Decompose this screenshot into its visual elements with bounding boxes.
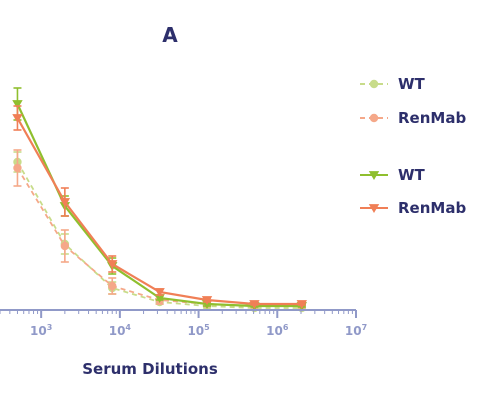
series-solid-renmab [12, 105, 307, 309]
legend-marker [368, 171, 380, 180]
chart-title: A [162, 23, 178, 47]
legend-label: RenMab [398, 199, 466, 217]
data-point [154, 294, 165, 303]
x-tick-label: 106 [266, 323, 289, 338]
x-tick-exponent: 7 [362, 323, 368, 332]
legend-label: RenMab [398, 109, 466, 127]
x-tick-base: 10 [345, 324, 362, 338]
data-point [12, 100, 23, 109]
x-tick-exponent: 4 [125, 323, 131, 332]
legend-label: WT [398, 75, 426, 93]
legend-item: RenMab [360, 199, 466, 217]
x-tick-base: 10 [109, 324, 126, 338]
x-tick-base: 10 [187, 324, 204, 338]
x-tick-label: 103 [30, 323, 52, 338]
series-line [16, 117, 302, 306]
data-point [107, 260, 118, 269]
data-point [59, 198, 71, 207]
x-tick-label: 105 [187, 323, 210, 338]
x-tick-label: 104 [109, 323, 132, 338]
x-tick-base: 10 [30, 324, 47, 338]
legend: WT RenMab WT RenMab [360, 75, 466, 217]
legend-label: WT [398, 166, 426, 184]
data-point [154, 288, 165, 297]
legend-marker [368, 204, 380, 213]
data-point [296, 300, 307, 309]
x-tick-exponent: 6 [283, 323, 289, 332]
legend-marker [369, 113, 379, 123]
x-tick-label: 107 [345, 323, 367, 338]
data-point [13, 163, 22, 173]
legend-item: WT [360, 75, 426, 93]
series-line [16, 103, 302, 308]
x-tick-exponent: 5 [204, 323, 210, 332]
legend-marker [369, 79, 379, 89]
series-line [16, 161, 302, 309]
legend-item: WT [360, 166, 426, 184]
series-dashed-renmab [13, 149, 306, 311]
data-point [108, 281, 117, 291]
plot-area [12, 87, 307, 313]
legend-item: RenMab [360, 109, 466, 127]
data-point [12, 114, 23, 123]
data-point [60, 241, 70, 251]
x-tick-base: 10 [266, 324, 283, 338]
x-axis-label: Serum Dilutions [82, 360, 218, 378]
data-point [249, 300, 260, 309]
series-solid-wt [12, 87, 307, 311]
series-line [16, 167, 302, 307]
x-axis: 103 104 105 106 107 [0, 309, 367, 338]
data-point [201, 296, 213, 305]
x-tick-exponent: 3 [47, 323, 53, 332]
